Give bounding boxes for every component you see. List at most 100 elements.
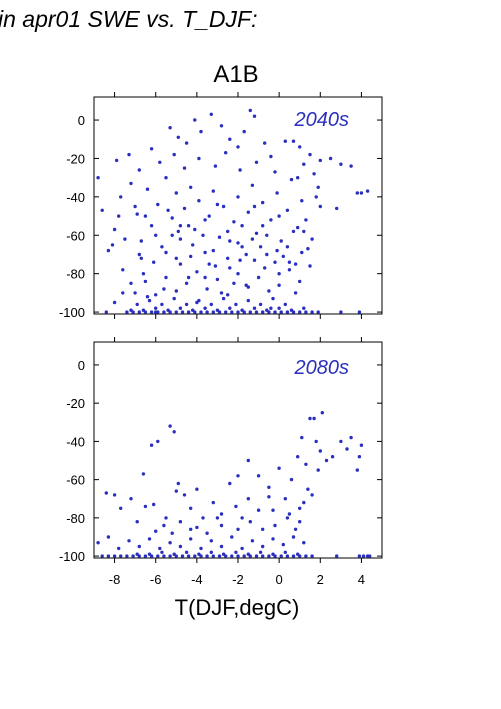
data-point (199, 546, 203, 551)
data-point (110, 243, 115, 247)
data-point (119, 554, 123, 558)
data-point (195, 487, 199, 491)
data-point (174, 256, 178, 260)
data-point (310, 493, 314, 497)
data-point (261, 554, 265, 558)
data-point (162, 310, 166, 314)
data-point (174, 289, 178, 293)
data-point (256, 474, 261, 478)
data-point (106, 535, 111, 539)
data-point (261, 544, 265, 549)
data-point (195, 525, 199, 530)
data-point (318, 158, 322, 163)
data-point (209, 112, 213, 117)
data-point (302, 306, 306, 310)
data-point (277, 283, 281, 287)
data-point (277, 214, 281, 218)
data-point (184, 281, 189, 285)
data-point (156, 554, 160, 558)
y-tick-label: -40 (66, 190, 85, 205)
data-point (207, 214, 211, 218)
data-point (137, 252, 141, 257)
data-point (189, 185, 193, 189)
data-point (330, 455, 335, 459)
data-point (269, 218, 273, 222)
data-point (219, 523, 224, 528)
data-point (232, 220, 236, 224)
data-point (149, 310, 154, 314)
data-point (182, 493, 187, 497)
data-point (156, 202, 160, 207)
data-point (230, 535, 234, 539)
data-point (314, 195, 318, 199)
data-point (186, 310, 191, 314)
data-point (355, 191, 359, 195)
data-point (182, 206, 187, 211)
data-point (339, 162, 343, 166)
data-point (219, 544, 224, 549)
data-point (256, 275, 261, 280)
data-point (129, 497, 133, 501)
data-point (145, 187, 150, 191)
data-point (160, 245, 164, 249)
data-point (209, 539, 213, 543)
data-point (273, 310, 277, 314)
data-point (178, 520, 183, 524)
data-point (246, 210, 250, 214)
data-point (261, 527, 265, 531)
data-point (293, 527, 298, 531)
data-point (172, 152, 176, 157)
data-point (129, 281, 133, 285)
data-point (170, 233, 174, 237)
chart-title: A1B (213, 61, 258, 88)
data-point (304, 310, 308, 314)
period-label-2040s: 2040s (294, 109, 350, 131)
data-point (178, 262, 183, 266)
data-point (302, 162, 306, 166)
data-point (250, 539, 255, 543)
data-point (267, 495, 271, 499)
data-point (296, 176, 300, 180)
data-point (121, 291, 125, 295)
y-tick-label: 0 (78, 358, 85, 373)
data-point (256, 508, 261, 512)
data-point (306, 487, 310, 491)
data-point (112, 227, 117, 232)
data-point (355, 468, 359, 472)
data-point (195, 270, 199, 274)
data-point (265, 252, 269, 257)
y-tick-label: -100 (59, 549, 85, 564)
data-point (320, 411, 324, 415)
y-tick-label: -60 (66, 228, 85, 243)
data-point (207, 262, 211, 266)
data-point (269, 154, 273, 159)
x-tick-label: -2 (232, 572, 244, 587)
data-point (230, 554, 234, 558)
data-point (236, 527, 240, 531)
data-point (197, 552, 201, 556)
data-point (203, 250, 207, 255)
data-point (291, 139, 296, 143)
data-point (156, 310, 160, 314)
data-point (197, 199, 201, 203)
data-point (164, 275, 168, 280)
data-point (117, 546, 121, 551)
data-point (205, 287, 209, 291)
data-point (252, 258, 257, 262)
data-point (158, 160, 162, 164)
data-point (127, 539, 131, 543)
data-point (254, 310, 259, 314)
data-point (304, 554, 308, 558)
data-point (139, 239, 143, 243)
data-point (234, 550, 238, 554)
data-point (221, 552, 226, 556)
data-point (269, 306, 273, 310)
data-point (215, 516, 220, 520)
y-tick-label: -100 (59, 305, 85, 320)
data-point (174, 310, 178, 314)
data-point (277, 466, 281, 470)
data-point (168, 541, 172, 545)
data-point (224, 151, 228, 155)
data-point (298, 145, 302, 149)
x-tick-label: -4 (191, 572, 203, 587)
